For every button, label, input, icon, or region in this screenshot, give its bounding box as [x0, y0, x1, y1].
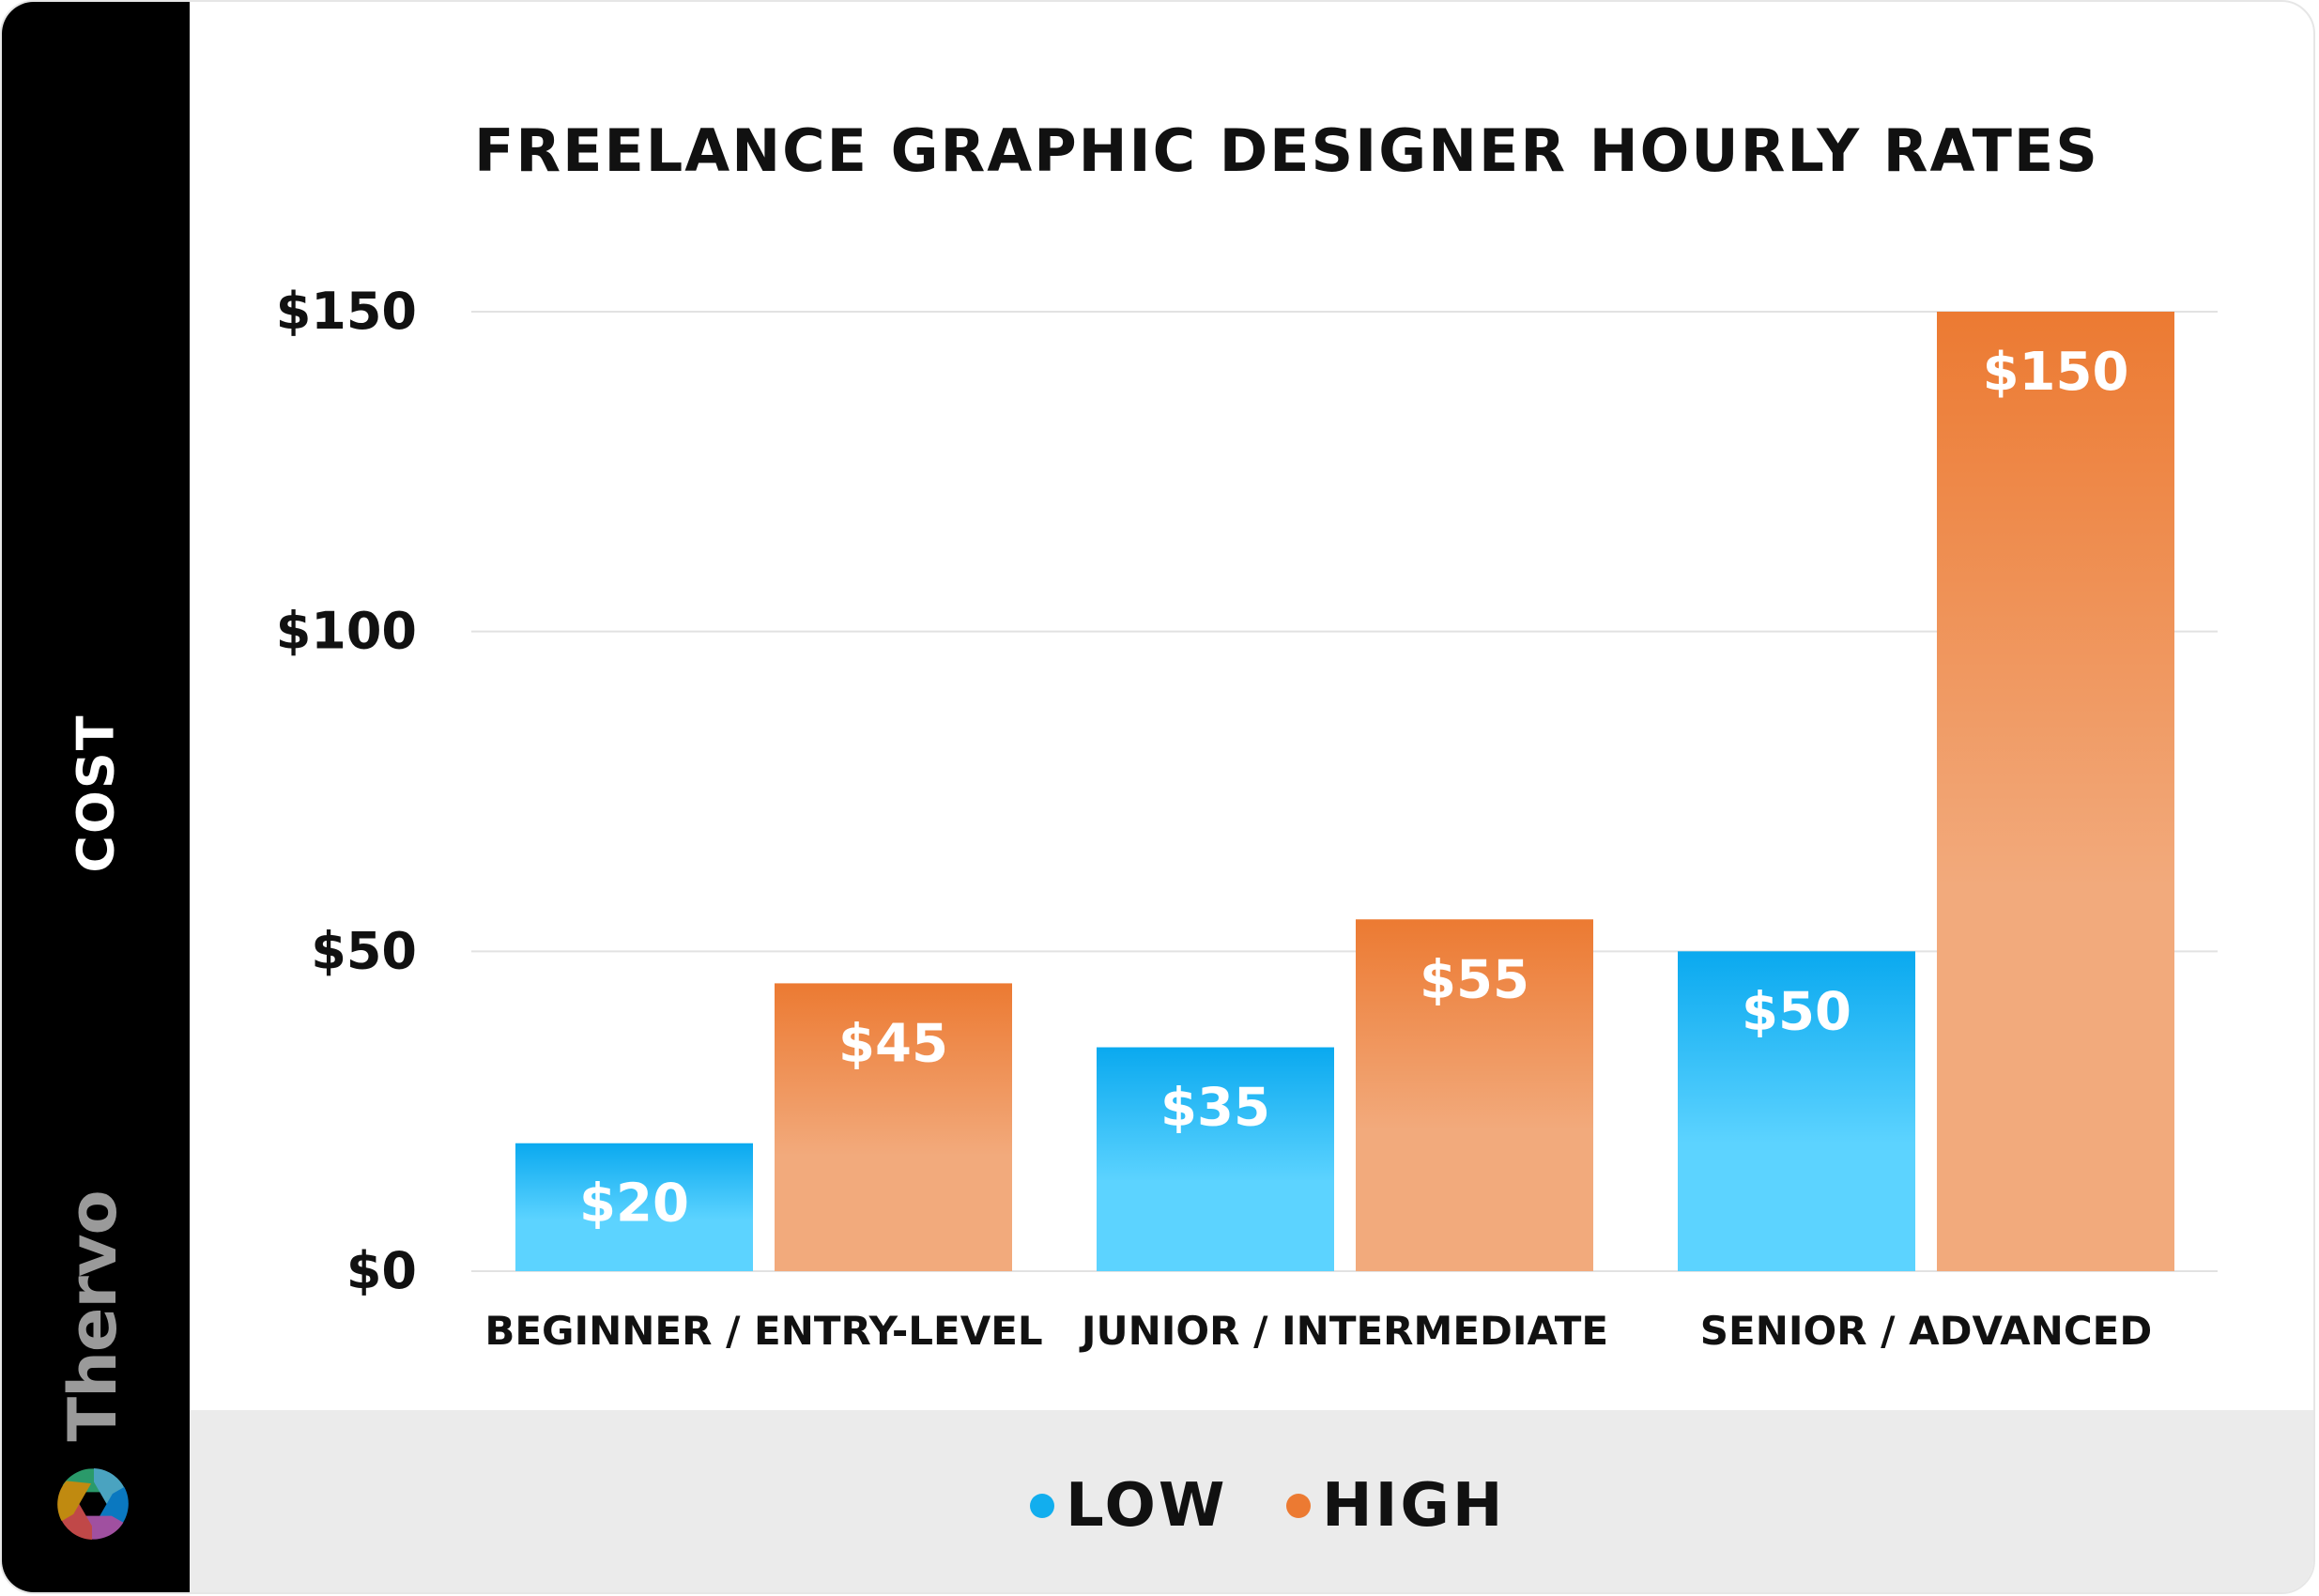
chart-title: FREELANCE GRAPHIC DESIGNER HOURLY RATES: [474, 116, 2099, 185]
x-category-label: SENIOR / ADVANCED: [1700, 1308, 2152, 1354]
y-tick-label: $50: [311, 921, 417, 980]
bar-high: [775, 983, 1012, 1271]
legend-item-high: HIGH: [1286, 1471, 1505, 1541]
data-label: $50: [1742, 981, 1851, 1042]
sidebar: [2, 2, 190, 1592]
y-tick-label: $150: [276, 282, 417, 341]
x-category-label: JUNIOR / INTERMEDIATE: [1079, 1308, 1608, 1354]
logo-petal: [57, 1481, 92, 1522]
bar-low: [1678, 951, 1915, 1271]
data-label: $55: [1420, 949, 1529, 1010]
bar-high: [1356, 919, 1593, 1271]
legend-low-label: LOW: [1066, 1471, 1228, 1541]
data-label: $45: [838, 1013, 948, 1074]
bar-low: [515, 1143, 753, 1271]
data-label: $35: [1160, 1078, 1270, 1139]
y-tick-label: $100: [276, 602, 417, 661]
bar-low: [1097, 1047, 1334, 1271]
aperture-logo-icon: [55, 1466, 131, 1542]
x-category-label: BEGINNER / ENTRY-LEVEL: [484, 1308, 1042, 1354]
legend-high-swatch: [1286, 1494, 1311, 1518]
data-label: $150: [1983, 342, 2129, 403]
bar-high: [1937, 312, 2174, 1271]
legend-band: [190, 1410, 2313, 1592]
data-label: $20: [579, 1174, 689, 1235]
y-tick-label: $0: [346, 1241, 417, 1300]
legend-low-swatch: [1030, 1494, 1054, 1518]
legend-item-low: LOW: [1030, 1471, 1228, 1541]
legend-high-label: HIGH: [1322, 1471, 1506, 1541]
